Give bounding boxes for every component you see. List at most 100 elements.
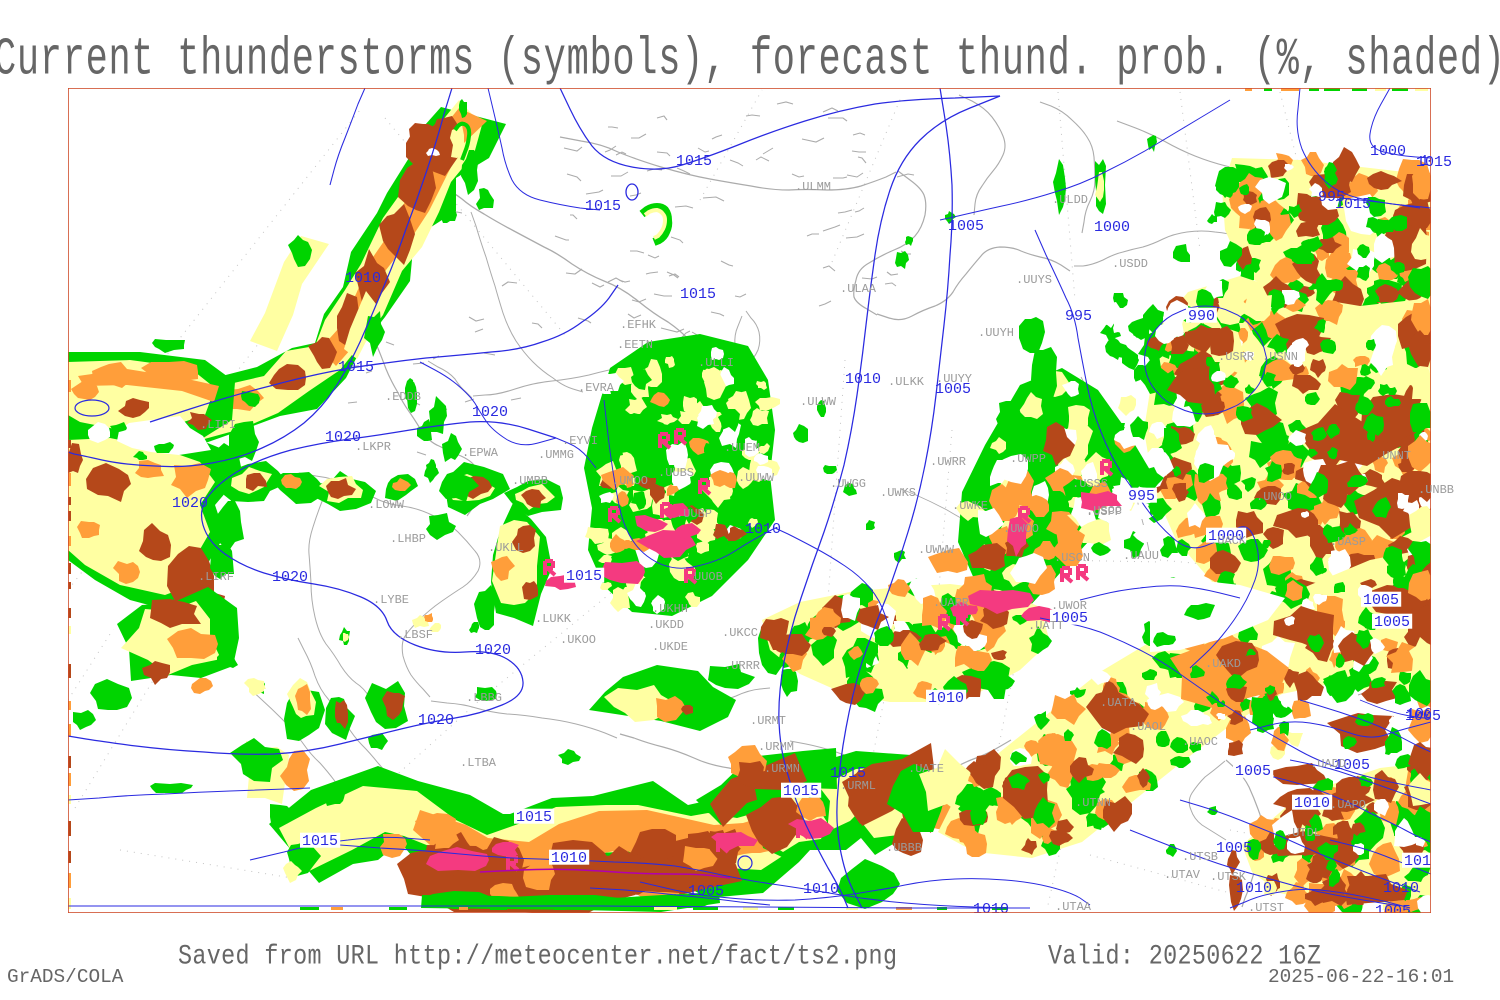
svg-text:1010: 1010 xyxy=(745,521,781,538)
svg-text:.EPWA: .EPWA xyxy=(462,446,499,460)
svg-text:1000: 1000 xyxy=(1370,143,1406,160)
svg-text:1010: 1010 xyxy=(1236,880,1272,897)
svg-text:1015: 1015 xyxy=(676,153,712,170)
svg-text:1015: 1015 xyxy=(338,359,374,376)
svg-text:1010: 1010 xyxy=(1294,795,1330,812)
svg-text:.UMBB: .UMBB xyxy=(512,474,548,488)
svg-text:.EETN: .EETN xyxy=(617,338,653,352)
svg-text:1005: 1005 xyxy=(948,218,984,235)
svg-text:1015: 1015 xyxy=(516,809,552,826)
svg-text:.USCC: .USCC xyxy=(1086,504,1122,518)
svg-text:.UWRR: .UWRR xyxy=(930,455,966,469)
svg-text:1015: 1015 xyxy=(1335,196,1371,213)
svg-text:995: 995 xyxy=(1318,189,1345,206)
svg-text:.LBBG: .LBBG xyxy=(466,691,502,705)
svg-text:.UWGG: .UWGG xyxy=(830,477,866,491)
svg-text:1005: 1005 xyxy=(1052,610,1088,627)
svg-text:.UKLL: .UKLL xyxy=(488,541,524,555)
svg-text:1005: 1005 xyxy=(1216,840,1252,857)
svg-text:.UNBB: .UNBB xyxy=(1418,483,1454,497)
svg-text:.USCN: .USCN xyxy=(1054,551,1090,565)
svg-text:.UTSB: .UTSB xyxy=(1182,850,1218,864)
svg-text:.EDDB: .EDDB xyxy=(385,390,421,404)
svg-text:1000: 1000 xyxy=(1094,219,1130,236)
svg-text:.UTAV: .UTAV xyxy=(1164,868,1201,882)
svg-text:.LBSF: .LBSF xyxy=(397,628,433,642)
svg-text:.UTAA: .UTAA xyxy=(1055,900,1092,914)
svg-text:.UWWW: .UWWW xyxy=(918,543,955,557)
svg-text:.LTBA: .LTBA xyxy=(460,756,497,770)
svg-text:.ULLI: .ULLI xyxy=(698,356,734,370)
svg-text:.UTST: .UTST xyxy=(1248,901,1284,915)
svg-text:.URRR: .URRR xyxy=(724,659,760,673)
svg-text:.UATT: .UATT xyxy=(1028,619,1064,633)
svg-text:.UUYH: .UUYH xyxy=(978,326,1014,340)
svg-text:1020: 1020 xyxy=(325,429,361,446)
svg-text:.LUKK: .LUKK xyxy=(535,612,572,626)
svg-text:1020: 1020 xyxy=(172,495,208,512)
svg-text:.UAUU: .UAUU xyxy=(1123,549,1159,563)
svg-text:1010: 1010 xyxy=(803,881,839,898)
svg-text:.EFHK: .EFHK xyxy=(620,318,657,332)
svg-text:.URML: .URML xyxy=(840,779,876,793)
svg-text:1010: 1010 xyxy=(845,371,881,388)
svg-text:.UAKD: .UAKD xyxy=(1205,657,1241,671)
svg-text:1005: 1005 xyxy=(1235,763,1271,780)
svg-text:.USDD: .USDD xyxy=(1112,257,1148,271)
svg-text:.UMOO: .UMOO xyxy=(612,474,648,488)
svg-text:.UAOC: .UAOC xyxy=(1182,735,1218,749)
svg-text:.UKOO: .UKOO xyxy=(560,633,596,647)
svg-text:1005: 1005 xyxy=(1406,706,1442,723)
svg-text:.UASP: .UASP xyxy=(1330,535,1366,549)
svg-text:.UKHH: .UKHH xyxy=(652,602,688,616)
svg-text:.LOWW: .LOWW xyxy=(368,498,405,512)
svg-text:.USNN: .USNN xyxy=(1262,350,1298,364)
svg-text:.UATA: .UATA xyxy=(1100,696,1137,710)
svg-text:.ULKK: .ULKK xyxy=(888,375,925,389)
svg-text:.ULAA: .ULAA xyxy=(840,282,877,296)
svg-text:1010: 1010 xyxy=(928,690,964,707)
svg-text:1015: 1015 xyxy=(566,568,602,585)
svg-text:1020: 1020 xyxy=(418,712,454,729)
svg-text:1005: 1005 xyxy=(688,883,724,900)
svg-text:.LYBE: .LYBE xyxy=(373,593,409,607)
svg-text:.LIPI: .LIPI xyxy=(200,418,236,432)
svg-text:UUOB: UUOB xyxy=(694,570,723,584)
svg-text:.UAPO: .UAPO xyxy=(1330,798,1366,812)
svg-text:.LKPR: .LKPR xyxy=(355,440,391,454)
svg-text:1005: 1005 xyxy=(1374,614,1410,631)
svg-text:1015: 1015 xyxy=(830,765,866,782)
svg-text:1015: 1015 xyxy=(302,833,338,850)
svg-text:1015: 1015 xyxy=(680,286,716,303)
svg-text:.ULWW: .ULWW xyxy=(800,395,837,409)
svg-text:1015: 1015 xyxy=(585,198,621,215)
svg-text:.UWKS: .UWKS xyxy=(880,486,916,500)
svg-text:.UUYY: .UUYY xyxy=(936,372,972,386)
svg-text:1005: 1005 xyxy=(1375,903,1411,920)
svg-text:.UTNN: .UTNN xyxy=(1075,796,1111,810)
svg-text:.UAOL: .UAOL xyxy=(1130,720,1166,734)
svg-text:.UBBB: .UBBB xyxy=(886,841,922,855)
svg-text:.UNBB: .UNBB xyxy=(1418,483,1454,497)
svg-text:1020: 1020 xyxy=(472,404,508,421)
svg-text:1010: 1010 xyxy=(345,270,381,287)
svg-text:1015: 1015 xyxy=(1416,154,1452,171)
svg-text:1010: 1010 xyxy=(1383,880,1419,897)
svg-text:995: 995 xyxy=(1128,488,1155,505)
svg-text:1015: 1015 xyxy=(1420,153,1456,170)
svg-text:1005: 1005 xyxy=(1363,592,1399,609)
svg-text:.UTSK: .UTSK xyxy=(1210,870,1247,884)
svg-text:.UATE: .UATE xyxy=(908,762,944,776)
svg-text:.UUEM: .UUEM xyxy=(724,441,760,455)
svg-text:1020: 1020 xyxy=(272,569,308,586)
svg-text:.URMM: .URMM xyxy=(758,740,794,754)
svg-text:.USSS: .USSS xyxy=(1072,477,1108,491)
svg-text:.EVRA: .EVRA xyxy=(578,381,615,395)
svg-text:.UWPP: .UWPP xyxy=(1010,452,1046,466)
svg-text:.UKDE: .UKDE xyxy=(652,640,688,654)
svg-text:990: 990 xyxy=(1188,308,1215,325)
svg-text:.EYVI: .EYVI xyxy=(562,434,598,448)
svg-text:.UUYS: .UUYS xyxy=(1016,273,1052,287)
svg-text:.UUBP: .UUBP xyxy=(676,507,712,521)
svg-text:.USRR: .USRR xyxy=(1218,350,1254,364)
